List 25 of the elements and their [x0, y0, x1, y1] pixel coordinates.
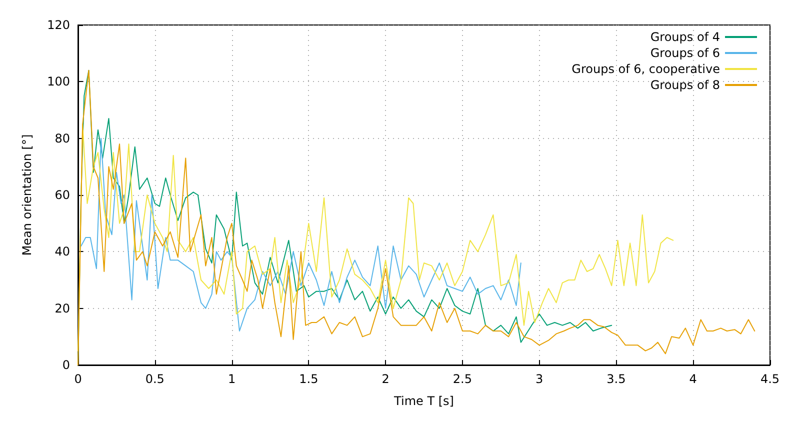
y-tick-label: 60: [54, 188, 70, 202]
legend-label: Groups of 6: [650, 46, 720, 60]
y-tick-label: 120: [47, 18, 70, 32]
y-tick-label: 80: [54, 131, 70, 146]
legend-label: Groups of 4: [650, 30, 720, 44]
line-series: [78, 124, 674, 352]
line-series: [80, 138, 522, 332]
legend-label: Groups of 6, cooperative: [572, 62, 720, 76]
y-tick-label: 100: [47, 74, 70, 89]
x-tick-label: 4.5: [760, 372, 780, 386]
x-tick-label: 2.5: [452, 372, 472, 386]
x-tick-label: 0: [74, 372, 82, 386]
x-tick-label: 2: [382, 372, 390, 386]
x-axis-title: Time T [s]: [393, 394, 454, 408]
x-tick-label: 1: [228, 372, 236, 386]
x-tick-label: 1.5: [299, 372, 318, 386]
y-axis-title: Mean orientation [°]: [20, 134, 34, 256]
legend-label: Groups of 8: [650, 78, 720, 92]
x-tick-label: 3: [536, 372, 544, 386]
y-tick-label: 20: [54, 301, 70, 316]
x-tick-label: 0.5: [145, 372, 164, 386]
y-tick-label: 40: [54, 244, 70, 259]
x-tick-label: 3.5: [606, 372, 626, 386]
y-tick-label: 0: [62, 358, 70, 372]
x-tick-label: 4: [689, 372, 697, 386]
